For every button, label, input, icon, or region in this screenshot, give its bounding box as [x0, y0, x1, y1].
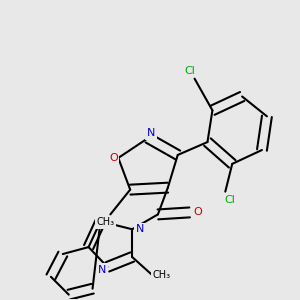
Text: N: N	[136, 224, 144, 234]
Text: O: O	[109, 153, 118, 163]
Text: CH₃: CH₃	[96, 217, 115, 227]
Text: Cl: Cl	[225, 194, 236, 205]
Text: N: N	[147, 128, 155, 138]
Text: Cl: Cl	[184, 66, 195, 76]
Text: N: N	[98, 265, 106, 275]
Text: CH₃: CH₃	[153, 270, 171, 280]
Text: O: O	[193, 207, 202, 218]
